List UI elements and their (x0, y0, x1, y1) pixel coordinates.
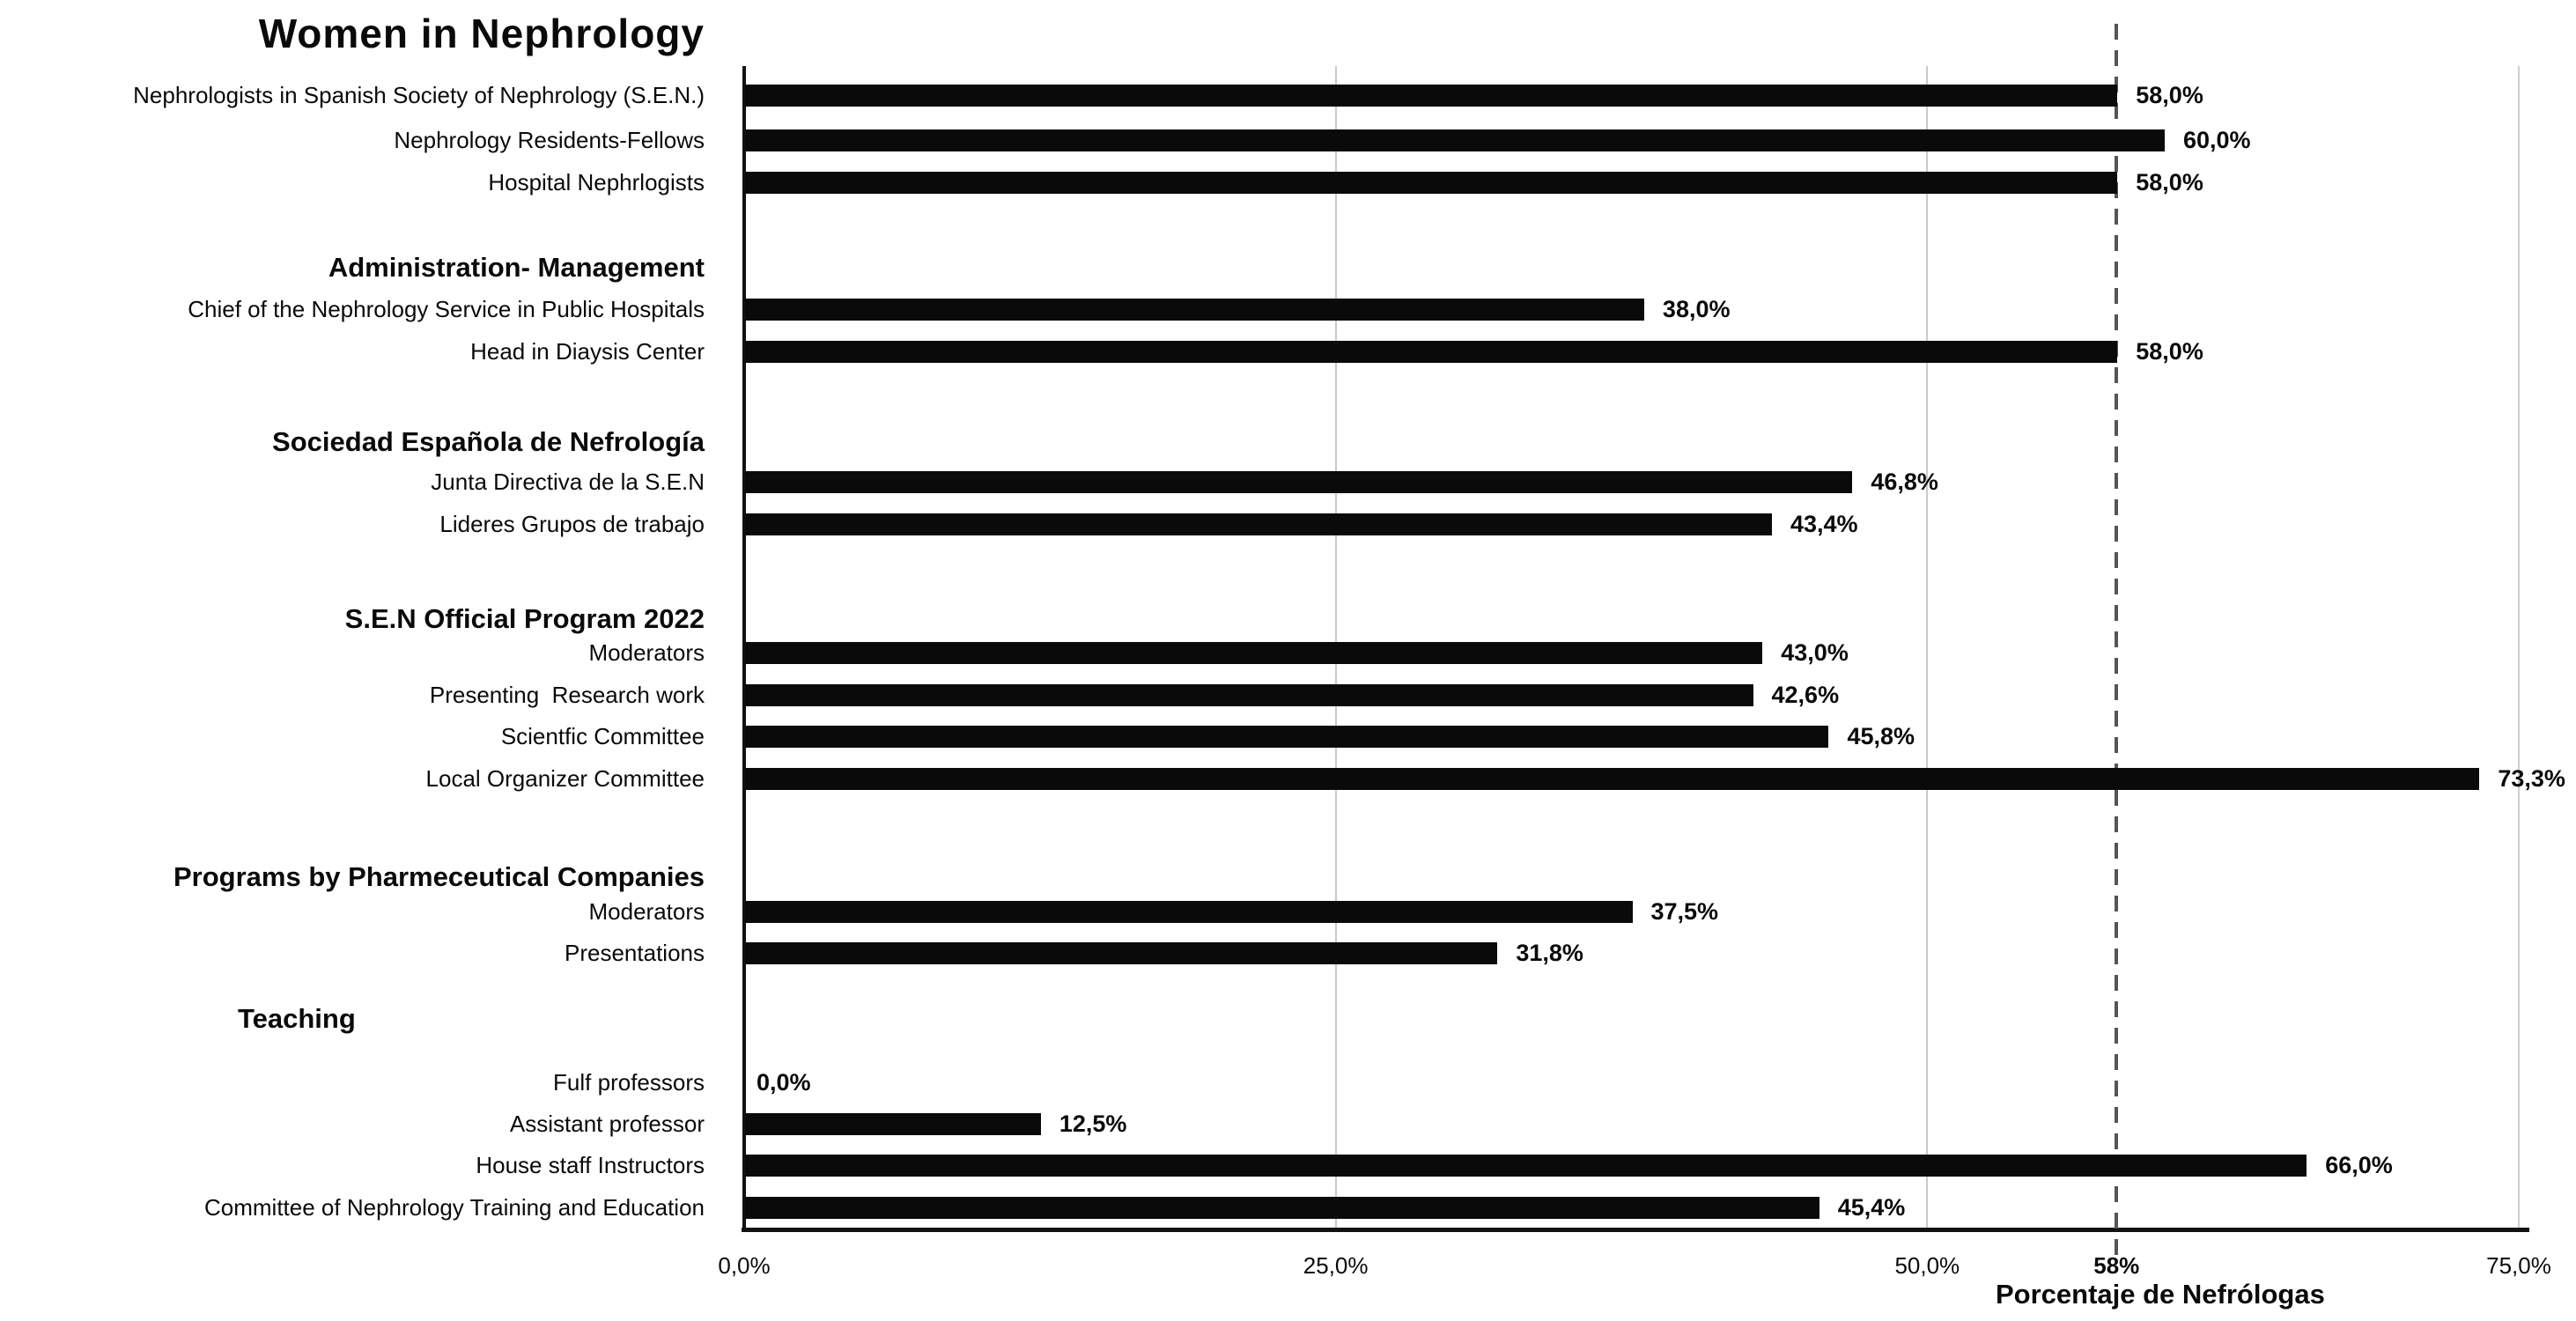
bar (745, 726, 1828, 748)
section-header: Teaching (238, 1003, 356, 1034)
bar (745, 85, 2117, 107)
y-axis-line (742, 66, 746, 1228)
category-label: Scientfic Committee (500, 723, 705, 749)
x-tick-label: 0,0% (718, 1252, 771, 1279)
value-label: 58,0% (2136, 169, 2203, 196)
value-label: 60,0% (2183, 127, 2251, 153)
x-axis-title: Porcentaje de Nefrólogas (1996, 1279, 2325, 1310)
category-label: Junta Directiva de la S.E.N (431, 469, 705, 495)
bar (745, 129, 2165, 151)
category-label: Assistant professor (509, 1111, 705, 1137)
value-label: 0,0% (757, 1069, 811, 1096)
value-label: 43,0% (1781, 639, 1849, 666)
section-header: Administration- Management (328, 252, 705, 283)
value-label: 58,0% (2136, 82, 2203, 108)
value-label: 42,6% (1771, 682, 1840, 708)
x-tick-label: 58% (2093, 1252, 2140, 1279)
value-label: 38,0% (1662, 296, 1731, 322)
bar (745, 513, 1772, 535)
category-label: Nephrologists in Spanish Society of Neph… (133, 82, 705, 108)
category-label: Head in Diaysis Center (470, 338, 705, 365)
category-label: Moderators (588, 898, 705, 925)
x-tick-label: 25,0% (1303, 1252, 1369, 1279)
category-label: Fulf professors (553, 1069, 705, 1096)
category-label: Local Organizer Committee (425, 765, 705, 792)
bar (745, 942, 1497, 964)
value-label: 73,3% (2498, 765, 2565, 792)
category-label: Committee of Nephrology Training and Edu… (204, 1194, 705, 1221)
bar (745, 684, 1753, 706)
bar (745, 1113, 1041, 1135)
x-axis-line (742, 1228, 2529, 1232)
category-label: House staff Instructors (476, 1152, 705, 1178)
x-tick-label: 50,0% (1894, 1252, 1960, 1279)
bar (745, 172, 2117, 194)
value-label: 45,8% (1847, 723, 1915, 749)
x-tick-label: 75,0% (2486, 1252, 2551, 1279)
value-label: 45,4% (1837, 1194, 1906, 1221)
category-label: Presenting Research work (429, 682, 705, 708)
reference-line-58-percent (2115, 24, 2119, 1258)
value-label: 58,0% (2136, 338, 2203, 365)
section-header: Programs by Pharmeceutical Companies (173, 861, 705, 892)
value-label: 12,5% (1059, 1111, 1127, 1137)
value-label: 37,5% (1650, 898, 1719, 925)
category-label: Nephrology Residents-Fellows (394, 127, 705, 153)
bar (745, 768, 2479, 790)
bar (745, 299, 1644, 321)
bar (745, 1197, 1819, 1219)
section-header: Sociedad Española de Nefrología (272, 426, 705, 457)
category-label: Moderators (588, 639, 705, 666)
bar (745, 471, 1852, 493)
bar (745, 1155, 2307, 1177)
plot-right-border (2518, 66, 2520, 1228)
category-label: Hospital Nephrlogists (488, 169, 705, 196)
category-label: Presentations (565, 940, 705, 966)
value-label: 43,4% (1790, 511, 1858, 537)
bar (745, 341, 2117, 363)
gridline-50-percent (1926, 66, 1929, 1228)
value-label: 46,8% (1871, 469, 1938, 495)
bar (745, 901, 1633, 923)
category-label: Lideres Grupos de trabajo (439, 511, 705, 537)
value-label: 66,0% (2325, 1152, 2393, 1178)
chart-title: Women in Nephrology (258, 11, 705, 56)
bar (745, 642, 1762, 664)
section-header: S.E.N Official Program 2022 (344, 603, 705, 634)
category-label: Chief of the Nephrology Service in Publi… (188, 296, 705, 322)
value-label: 31,8% (1516, 940, 1583, 966)
